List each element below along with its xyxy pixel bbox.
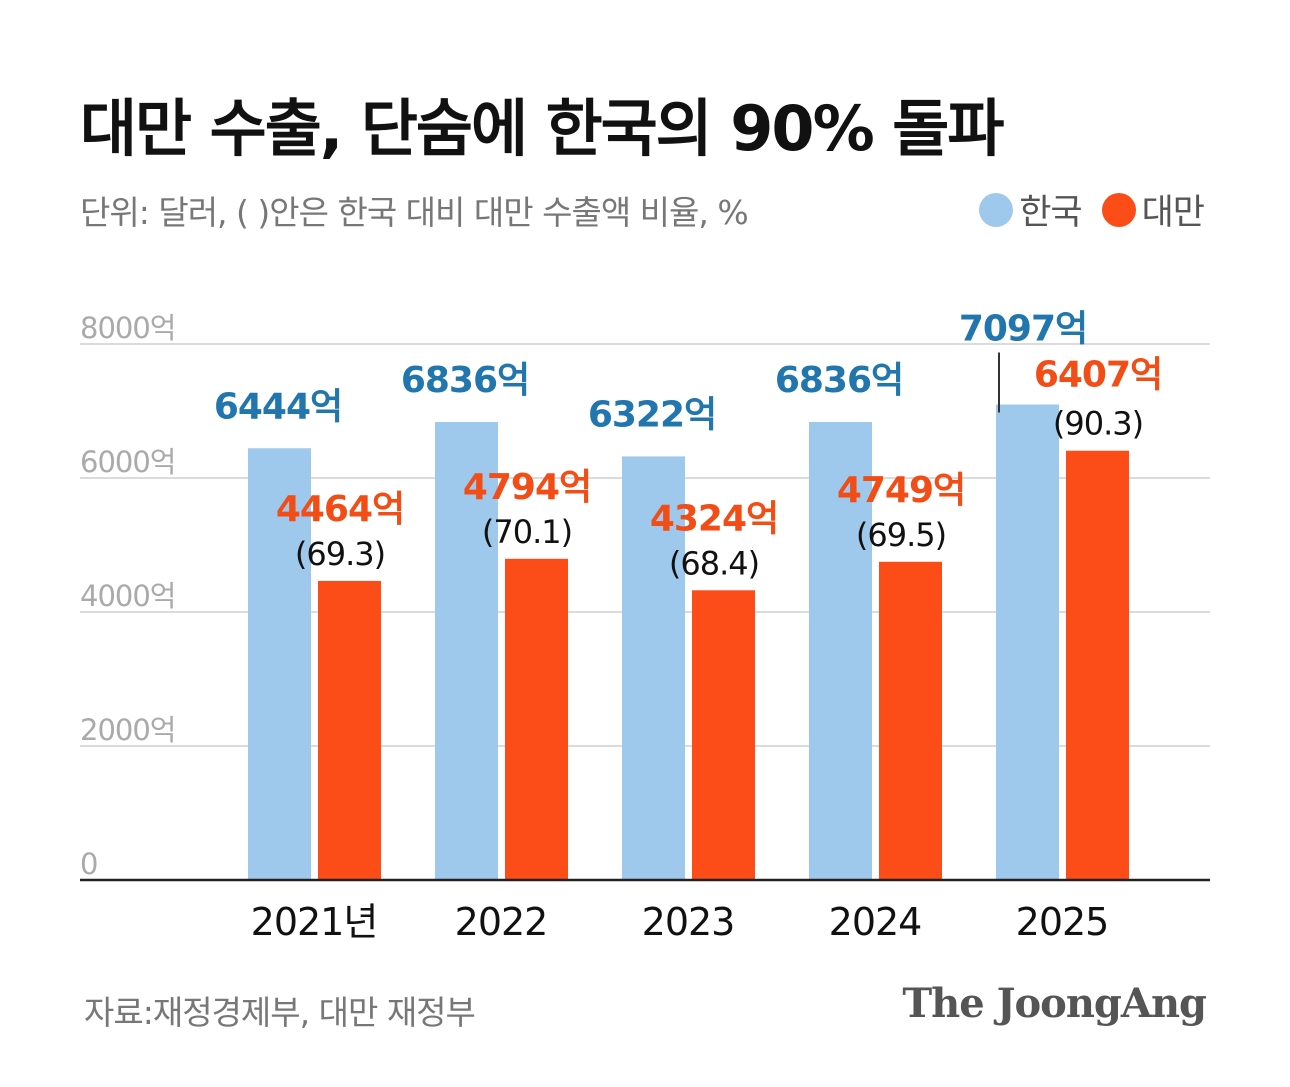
data-label-korea: 7097억 xyxy=(959,309,1087,350)
y-tick-label: 8000억 xyxy=(80,311,175,345)
bar-korea xyxy=(622,456,685,880)
data-label-taiwan: 6407억 xyxy=(1034,355,1162,396)
bar-taiwan xyxy=(1066,450,1129,880)
x-tick-label: 2024 xyxy=(829,900,922,944)
legend-label-taiwan: 대만 xyxy=(1141,193,1205,233)
x-tick-label: 2022 xyxy=(455,900,548,944)
data-label-taiwan: 4324억 xyxy=(650,498,778,539)
data-label-taiwan: 4749억 xyxy=(837,470,965,511)
y-tick-label: 2000억 xyxy=(80,713,175,747)
data-label-taiwan: 4794억 xyxy=(463,467,591,508)
legend-label-korea: 한국 xyxy=(1019,193,1082,233)
legend-swatch-korea xyxy=(979,192,1014,227)
publisher-logo: The JoongAng xyxy=(902,980,1207,1027)
source-note: 자료:재정경제부, 대만 재정부 xyxy=(84,993,476,1032)
bar-taiwan xyxy=(318,580,381,880)
legend-item-taiwan: 대만 xyxy=(1101,184,1205,235)
y-tick-label: 6000억 xyxy=(80,445,175,479)
bar-korea xyxy=(435,421,498,880)
bar-korea xyxy=(248,448,311,880)
bar-taiwan xyxy=(505,558,568,880)
bar-korea xyxy=(996,404,1059,880)
ratio-label: (69.5) xyxy=(856,516,946,554)
y-tick-label: 4000억 xyxy=(80,579,175,613)
legend: 한국 대만 xyxy=(979,184,1205,235)
data-label-korea: 6322억 xyxy=(588,394,716,435)
ratio-label: (90.3) xyxy=(1053,405,1143,443)
legend-item-korea: 한국 xyxy=(979,184,1083,235)
bar-korea xyxy=(809,421,872,880)
x-tick-label: 2023 xyxy=(642,900,735,944)
chart-subtitle: 단위: 달러, ( )안은 한국 대비 대만 수출액 비율, % xyxy=(80,193,749,232)
bar-chart: 0 2000억 4000억 6000억 8000억 6444억 4464억 (69.3) 202… xyxy=(80,309,1210,944)
legend-swatch-taiwan xyxy=(1101,192,1136,227)
bar-taiwan xyxy=(692,590,755,880)
bar-taiwan xyxy=(879,561,942,880)
data-label-korea: 6836억 xyxy=(401,360,529,401)
x-tick-label: 2025 xyxy=(1016,900,1109,944)
data-label-taiwan: 4464억 xyxy=(276,489,404,530)
ratio-label: (69.3) xyxy=(295,535,385,573)
data-label-korea: 6444억 xyxy=(214,386,342,427)
data-label-korea: 6836억 xyxy=(775,360,903,401)
ratio-label: (68.4) xyxy=(669,544,759,582)
x-tick-label: 2021년 xyxy=(251,900,378,944)
chart-title: 대만 수출, 단숨에 한국의 90% 돌파 xyxy=(80,92,1004,165)
y-tick-label: 0 xyxy=(80,847,97,881)
ratio-label: (70.1) xyxy=(482,513,572,551)
